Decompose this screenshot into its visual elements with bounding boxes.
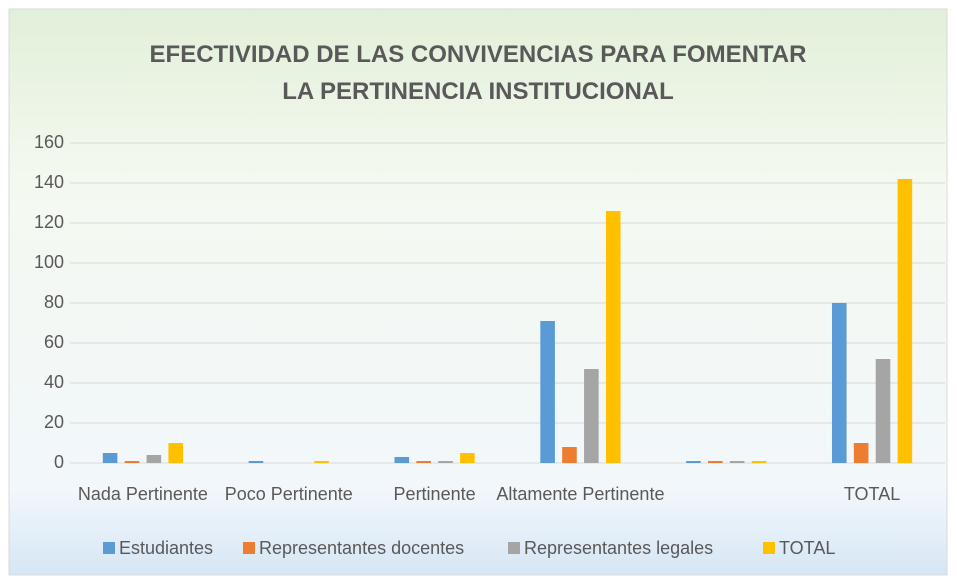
y-tick-label: 80: [44, 292, 64, 312]
bar: [248, 461, 264, 463]
legend-label: Representantes docentes: [259, 538, 464, 558]
legend-swatch: [763, 542, 775, 554]
bar: [168, 443, 184, 463]
y-tick-label: 60: [44, 332, 64, 352]
legend-label: Representantes legales: [524, 538, 713, 558]
y-tick-label: 0: [54, 452, 64, 472]
bar: [540, 321, 555, 463]
legend-label: TOTAL: [779, 538, 835, 558]
x-tick-label: Pertinente: [394, 484, 476, 504]
bar: [460, 453, 475, 463]
bar: [416, 461, 431, 463]
x-tick-label: Poco Pertinente: [225, 484, 353, 504]
y-tick-label: 140: [34, 172, 64, 192]
x-tick-label: TOTAL: [844, 484, 900, 504]
bar: [686, 461, 701, 463]
chart-title: EFECTIVIDAD DE LAS CONVIVENCIAS PARA FOM…: [150, 41, 807, 105]
bar: [708, 461, 723, 463]
bar: [394, 457, 410, 463]
y-tick-label: 120: [34, 212, 64, 232]
bar: [897, 179, 913, 463]
bar: [146, 455, 162, 463]
chart-background: [8, 8, 948, 576]
bar: [605, 211, 621, 463]
y-tick-label: 20: [44, 412, 64, 432]
bar: [584, 369, 599, 463]
bar: [314, 461, 329, 463]
legend-swatch: [243, 542, 255, 554]
bar: [853, 443, 869, 463]
y-tick-label: 100: [34, 252, 64, 272]
legend-swatch: [103, 542, 115, 554]
x-tick-label: Altamente Pertinente: [496, 484, 664, 504]
legend-label: Estudiantes: [119, 538, 213, 558]
y-tick-label: 40: [44, 372, 64, 392]
y-tick-label: 160: [34, 132, 64, 152]
bar: [729, 461, 745, 463]
bar: [751, 461, 767, 463]
bar: [102, 453, 118, 463]
bar: [438, 461, 453, 463]
bar: [831, 303, 847, 463]
legend-swatch: [508, 542, 520, 554]
bar: [562, 447, 577, 463]
bar: [124, 461, 140, 463]
bar: [875, 359, 891, 463]
x-tick-label: Nada Pertinente: [78, 484, 208, 504]
